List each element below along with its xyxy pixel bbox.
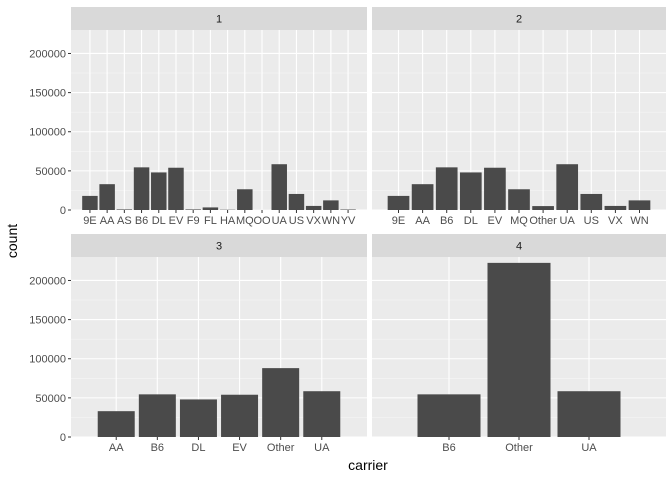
x-tick-label: WN: [322, 215, 340, 227]
x-tick-label: UA: [272, 215, 288, 227]
x-tick-label: WN: [630, 215, 648, 227]
y-tick-label: 0: [60, 205, 66, 217]
bar-us: [288, 193, 305, 210]
facet-strip-label: 3: [216, 241, 222, 253]
bar-dl: [179, 399, 217, 437]
bar-ua: [271, 164, 287, 210]
y-tick-label: 50000: [35, 393, 66, 405]
bar-vx: [305, 205, 322, 210]
bar-aa: [411, 184, 434, 210]
bar-9e: [387, 195, 410, 210]
x-tick-label: F9: [187, 215, 200, 227]
bar-other: [532, 206, 554, 210]
x-tick-label: AA: [109, 442, 124, 454]
x-tick-label: OO: [253, 215, 271, 227]
bar-b6: [133, 167, 150, 210]
x-tick-label: 9E: [392, 215, 405, 227]
x-tick-label: AA: [100, 215, 115, 227]
x-tick-label: US: [289, 215, 304, 227]
x-tick-label: DL: [464, 215, 478, 227]
x-tick-label: DL: [191, 442, 205, 454]
facet-strip: [71, 7, 367, 30]
bar-ev: [221, 394, 259, 437]
x-tick-label: HA: [220, 215, 236, 227]
bar-aa: [99, 184, 115, 210]
x-tick-label: DL: [152, 215, 166, 227]
bar-dl: [459, 172, 482, 210]
y-tick-label: 100000: [29, 354, 66, 366]
bar-us: [580, 193, 603, 210]
y-tick-label: 150000: [29, 88, 66, 100]
x-tick-label: B6: [135, 215, 148, 227]
facet-strip-label: 2: [516, 14, 522, 26]
y-tick-label: 50000: [35, 166, 66, 178]
x-tick-label: VX: [608, 215, 623, 227]
x-tick-label: US: [584, 215, 599, 227]
bar-mq: [237, 189, 253, 210]
x-tick-label: B6: [151, 442, 164, 454]
y-tick-label: 200000: [29, 48, 66, 60]
y-tick-label: 200000: [29, 275, 66, 287]
bar-ev: [484, 167, 506, 210]
bar-dl: [151, 172, 167, 210]
x-tick-label: FL: [204, 215, 217, 227]
bar-mq: [508, 189, 530, 210]
bar-ua: [557, 391, 621, 437]
x-tick-label: AA: [415, 215, 430, 227]
bar-ua: [303, 391, 341, 437]
bar-b6: [417, 394, 481, 437]
bar-ev: [168, 167, 184, 210]
plot-area: [71, 30, 367, 210]
facet-panel-4: 4 B6 Other UA: [372, 234, 666, 454]
x-tick-label: YV: [341, 215, 356, 227]
bar-vx: [604, 205, 627, 210]
x-tick-label: EV: [488, 215, 503, 227]
x-tick-label: MQ: [236, 215, 254, 227]
facet-panel-1: 1 0 50000 100000 150000 200000 9E AA AS B6 DL EV F9 F…: [29, 7, 367, 227]
x-tick-label: VX: [306, 215, 321, 227]
facet-strip: [372, 7, 666, 30]
x-tick-label: Other: [505, 442, 533, 454]
facet-panel-2: 2 9E AA B6 DL EV MQ Other UA US VX WN: [372, 7, 666, 227]
y-tick-label: 150000: [29, 315, 66, 327]
facet-strip: [372, 234, 666, 257]
bar-other: [487, 262, 551, 437]
x-axis-title: carrier: [348, 457, 388, 473]
bar-b6: [435, 167, 458, 210]
facet-strip: [71, 234, 367, 257]
bar-other: [262, 368, 300, 437]
x-tick-label: EV: [169, 215, 184, 227]
facet-strip-label: 4: [516, 241, 522, 253]
x-tick-label: Other: [267, 442, 295, 454]
bar-wn: [323, 200, 339, 210]
bar-b6: [138, 394, 176, 437]
x-tick-label: UA: [314, 442, 330, 454]
y-tick-label: 0: [60, 432, 66, 444]
bar-as: [116, 209, 133, 210]
bar-9e: [82, 195, 98, 210]
x-tick-label: AS: [117, 215, 132, 227]
bar-wn: [628, 200, 651, 210]
bar-fl: [202, 207, 219, 210]
x-tick-label: B6: [442, 442, 455, 454]
facet-strip-label: 1: [216, 14, 222, 26]
facet-panel-3: 3 0 50000 100000 150000 200000 AA B6 DL EV Other UA: [29, 234, 367, 454]
x-tick-label: MQ: [510, 215, 528, 227]
x-tick-label: UA: [560, 215, 576, 227]
x-tick-label: EV: [232, 442, 247, 454]
x-tick-label: Other: [529, 215, 557, 227]
bar-f9: [185, 209, 201, 210]
x-tick-label: 9E: [83, 215, 96, 227]
bar-ua: [556, 164, 579, 210]
y-tick-label: 100000: [29, 127, 66, 139]
x-tick-label: B6: [440, 215, 453, 227]
bar-aa: [97, 411, 135, 437]
x-tick-label: UA: [581, 442, 597, 454]
y-axis-title: count: [4, 224, 20, 258]
